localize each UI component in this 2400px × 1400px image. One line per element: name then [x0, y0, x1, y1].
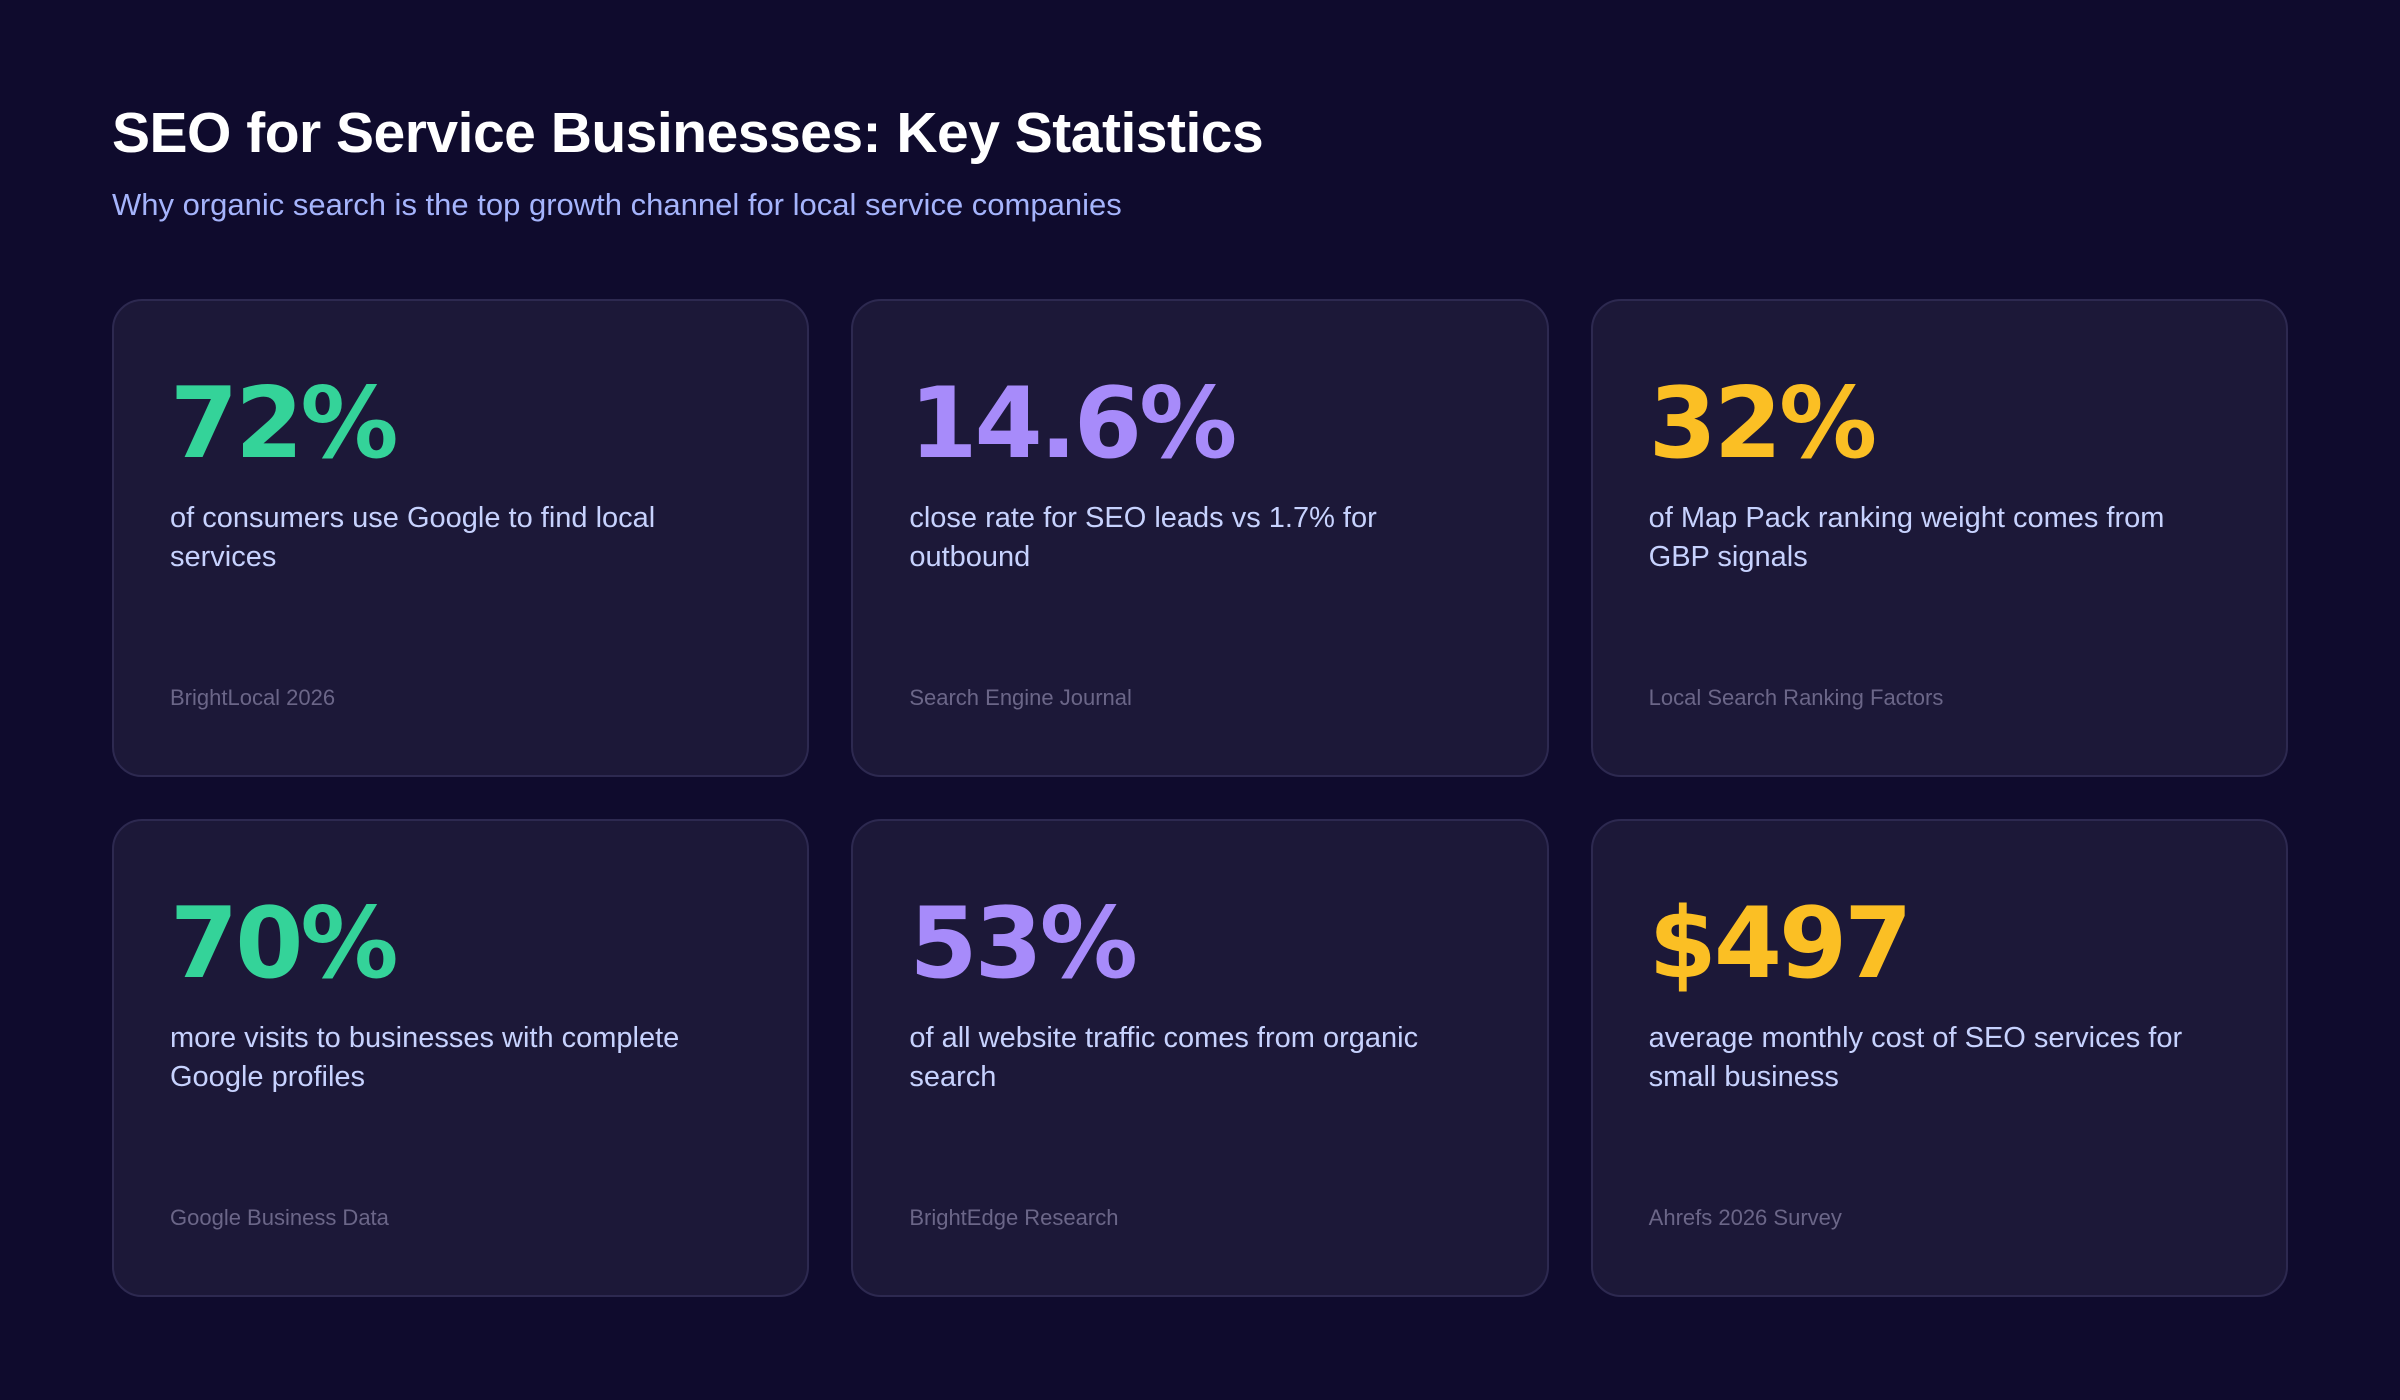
stat-source: Google Business Data: [170, 1205, 389, 1230]
page-title: SEO for Service Businesses: Key Statisti…: [112, 101, 1264, 165]
stat-card: 70% more visits to businesses with compl…: [112, 819, 810, 1297]
stat-value: 14.6%: [909, 367, 1237, 481]
stat-description: of consumers use Google to find local se…: [170, 502, 656, 573]
stat-value: 53%: [909, 887, 1138, 1001]
stat-value: 72%: [170, 367, 399, 481]
stat-description: of Map Pack ranking weight comes from GB…: [1648, 502, 2165, 573]
stat-description: of all website traffic comes from organi…: [909, 1022, 1419, 1093]
stat-description: close rate for SEO leads vs 1.7% for out…: [909, 502, 1377, 573]
stat-description: average monthly cost of SEO services for…: [1648, 1022, 2183, 1093]
stat-source: Ahrefs 2026 Survey: [1648, 1205, 1842, 1230]
stat-value: 32%: [1648, 367, 1878, 481]
page-subtitle: Why organic search is the top growth cha…: [112, 187, 1122, 222]
stats-grid: 72% of consumers use Google to find loca…: [112, 299, 2288, 1297]
stat-card: $497 average monthly cost of SEO service…: [1590, 819, 2288, 1297]
stat-card: 53% of all website traffic comes from or…: [851, 819, 1549, 1297]
stat-card: 32% of Map Pack ranking weight comes fro…: [1590, 299, 2288, 777]
stat-value: $497: [1648, 887, 1913, 1001]
stat-card: 14.6% close rate for SEO leads vs 1.7% f…: [851, 299, 1549, 777]
stat-source: Search Engine Journal: [909, 685, 1132, 710]
stat-card: 72% of consumers use Google to find loca…: [112, 299, 810, 777]
stat-value: 70%: [170, 887, 399, 1001]
stat-description: more visits to businesses with complete …: [170, 1022, 680, 1093]
stat-source: Local Search Ranking Factors: [1648, 685, 1944, 710]
stat-source: BrightLocal 2026: [170, 685, 336, 710]
stat-source: BrightEdge Research: [909, 1205, 1119, 1230]
